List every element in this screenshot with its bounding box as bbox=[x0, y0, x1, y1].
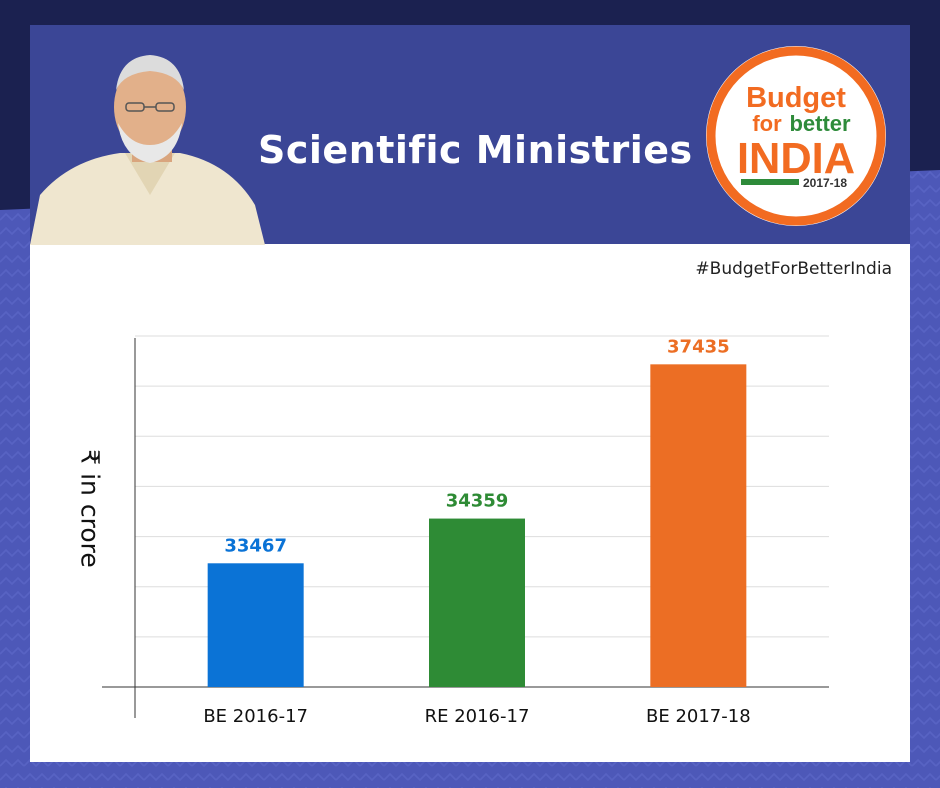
logo-india-text: INDIA bbox=[737, 134, 855, 183]
logo-for-text: for bbox=[752, 111, 782, 136]
y-axis-label: ₹ in crore bbox=[75, 449, 105, 568]
data-label-3: 37435 bbox=[667, 336, 730, 357]
bar-3 bbox=[650, 364, 747, 687]
x-tick-label-2: RE 2016-17 bbox=[425, 706, 530, 727]
portrait-image bbox=[30, 55, 265, 245]
bar-1 bbox=[207, 563, 304, 687]
x-tick-label-1: BE 2016-17 bbox=[203, 706, 308, 727]
budget-logo: Budget for better INDIA 2017-18 bbox=[706, 46, 886, 226]
logo-budget-text: Budget bbox=[746, 82, 846, 114]
bar-2 bbox=[429, 518, 525, 687]
logo-year-text: 2017-18 bbox=[803, 176, 847, 190]
data-label-1: 33467 bbox=[224, 535, 287, 556]
logo-better-text: better bbox=[789, 111, 851, 136]
data-label-2: 34359 bbox=[446, 491, 509, 512]
x-tick-label-3: BE 2017-18 bbox=[646, 706, 751, 727]
hashtag: #BudgetForBetterIndia bbox=[695, 259, 892, 279]
page-title: Scientific Ministries bbox=[258, 128, 693, 172]
